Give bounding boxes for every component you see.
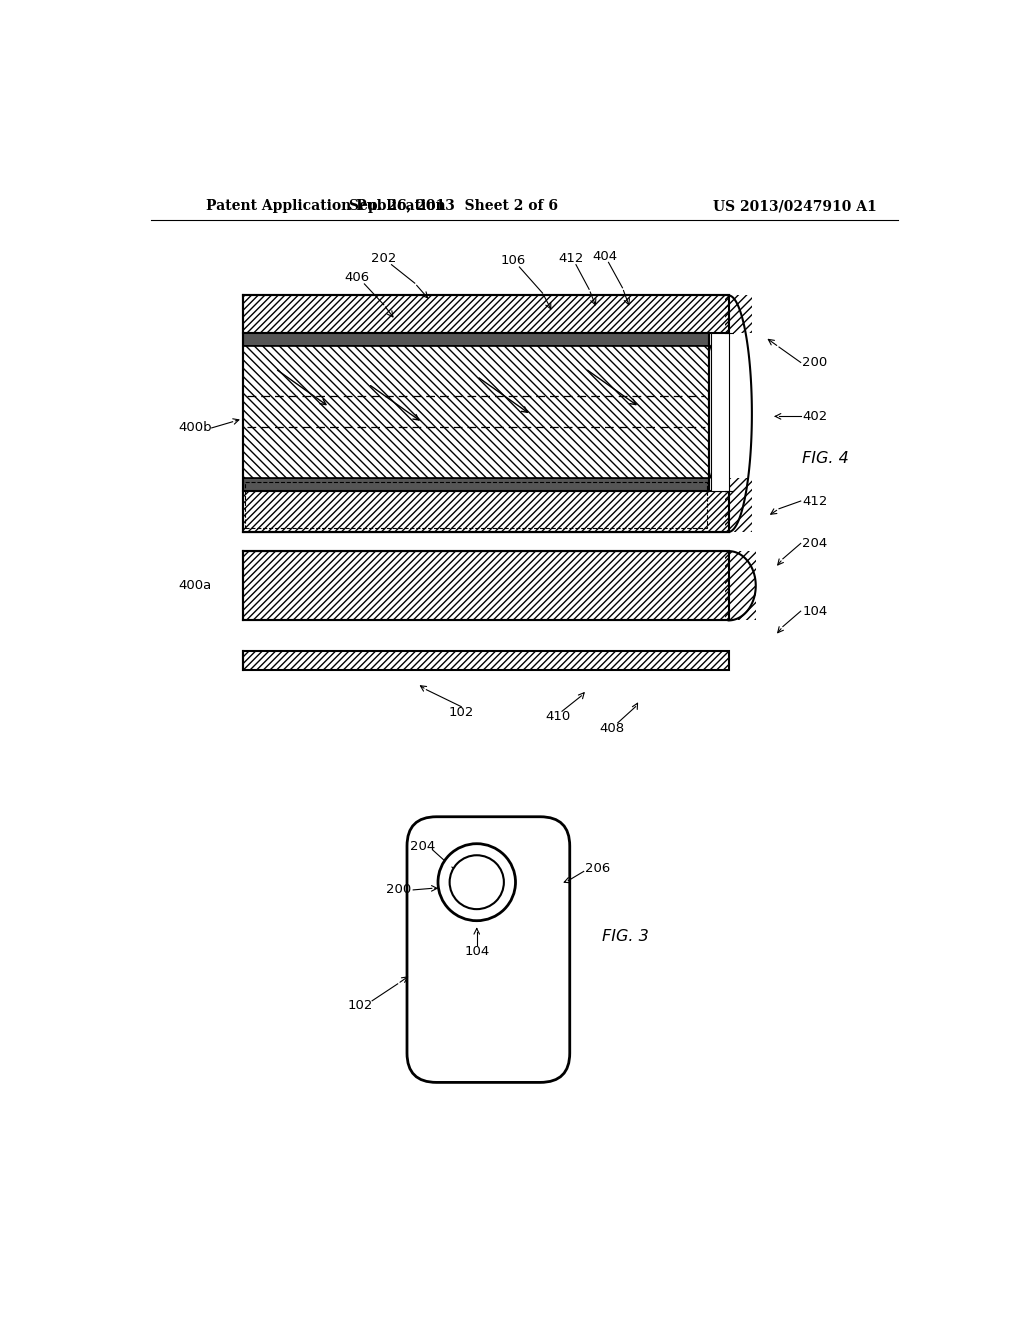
FancyBboxPatch shape — [407, 817, 569, 1082]
Text: Sep. 26, 2013  Sheet 2 of 6: Sep. 26, 2013 Sheet 2 of 6 — [349, 199, 558, 213]
Text: 410: 410 — [546, 710, 570, 723]
Text: 406: 406 — [344, 271, 370, 284]
Bar — [243, 333, 710, 491]
Ellipse shape — [438, 843, 515, 921]
Bar — [243, 296, 729, 333]
Text: 200: 200 — [802, 356, 827, 370]
Bar — [245, 482, 707, 528]
Text: 204: 204 — [802, 537, 827, 550]
Text: 106: 106 — [501, 255, 525, 268]
Bar — [243, 491, 729, 532]
Bar — [243, 491, 729, 532]
Text: 408: 408 — [600, 722, 625, 735]
Text: Patent Application Publication: Patent Application Publication — [206, 199, 445, 213]
Bar — [725, 552, 756, 620]
Bar — [243, 478, 710, 491]
Text: 404: 404 — [592, 249, 617, 263]
Text: 200: 200 — [386, 883, 411, 896]
Text: 104: 104 — [802, 605, 827, 618]
Text: FIG. 3: FIG. 3 — [602, 928, 649, 944]
Bar — [243, 552, 729, 620]
Bar — [725, 478, 752, 532]
Bar — [243, 651, 729, 671]
Bar — [243, 651, 729, 671]
Text: 400a: 400a — [178, 579, 212, 593]
Bar — [725, 296, 752, 333]
Text: 102: 102 — [449, 706, 474, 719]
Bar — [243, 296, 729, 333]
Bar — [243, 552, 729, 620]
Text: 412: 412 — [802, 495, 827, 508]
Text: US 2013/0247910 A1: US 2013/0247910 A1 — [713, 199, 877, 213]
Text: 400b: 400b — [178, 421, 212, 434]
Bar — [243, 333, 710, 346]
Text: FIG. 4: FIG. 4 — [802, 451, 849, 466]
Bar — [243, 346, 710, 478]
Text: 202: 202 — [371, 252, 396, 265]
Bar — [711, 333, 729, 491]
Text: 206: 206 — [586, 862, 610, 875]
Text: 104: 104 — [464, 945, 489, 958]
Text: 102: 102 — [348, 999, 373, 1012]
Text: 204: 204 — [410, 840, 435, 853]
Text: 412: 412 — [559, 252, 584, 265]
Text: 402: 402 — [802, 409, 827, 422]
Bar — [243, 346, 710, 478]
Ellipse shape — [450, 855, 504, 909]
